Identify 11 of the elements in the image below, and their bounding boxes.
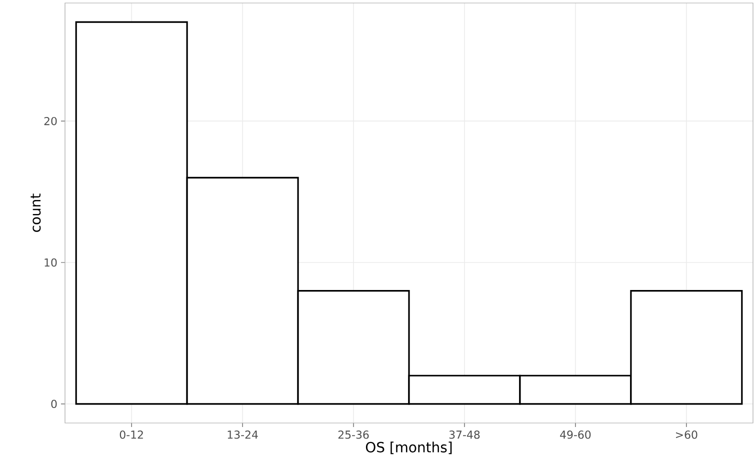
x-tick-label: 0-12 xyxy=(120,430,143,439)
y-tick-label: 0 xyxy=(51,400,57,408)
x-tick-label: 25-36 xyxy=(338,430,369,439)
y-tick-label: 20 xyxy=(44,116,57,126)
y-tick-label: 10 xyxy=(44,258,57,267)
x-tick-label: >60 xyxy=(676,430,698,439)
x-tick-label: 49-60 xyxy=(560,430,591,439)
y-axis-title: count xyxy=(30,194,41,232)
x-tick-label: 37-48 xyxy=(449,430,480,439)
x-tick-label: 13-24 xyxy=(228,430,258,439)
x-axis-title: OS [months] xyxy=(366,442,452,454)
